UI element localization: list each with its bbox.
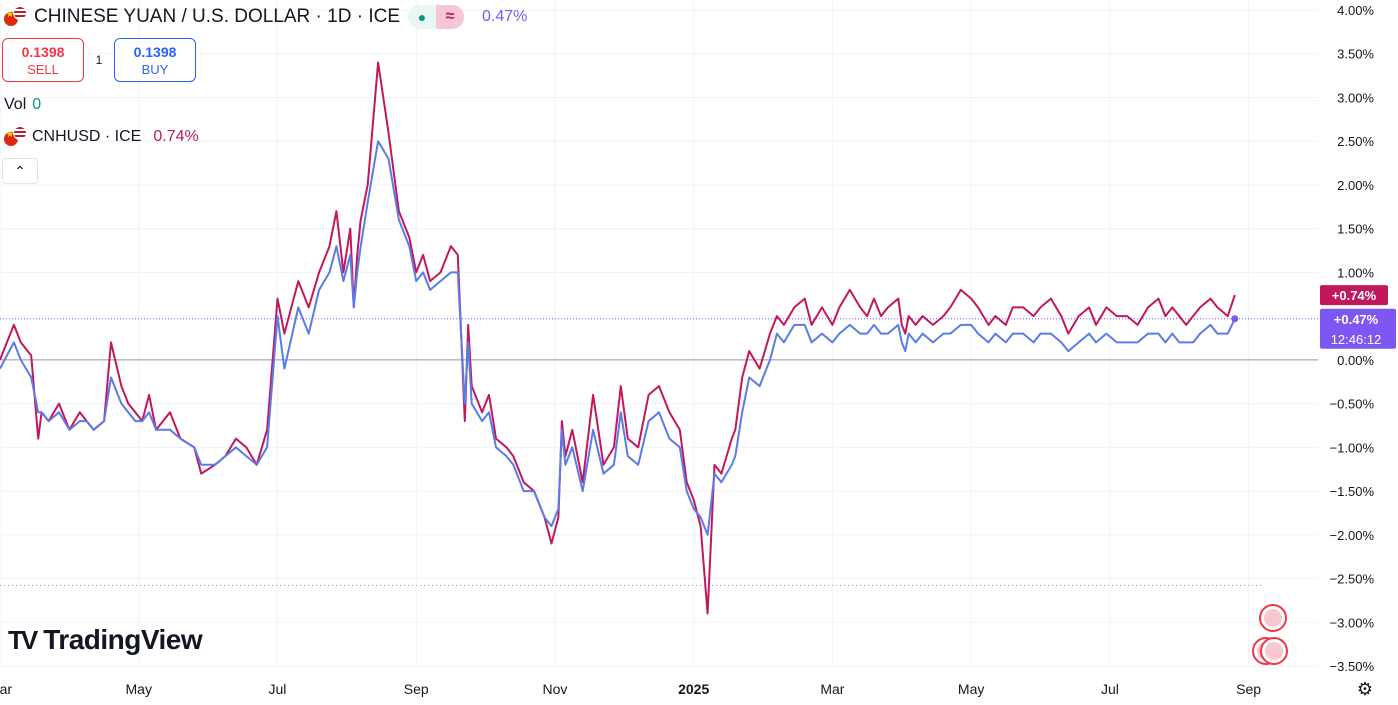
sell-price: 0.1398 <box>21 43 65 60</box>
collapse-legend-button[interactable]: ⌃ <box>2 158 38 184</box>
x-tick-label: Sep <box>1236 681 1261 697</box>
volume-legend[interactable]: Vol 0 <box>4 96 41 114</box>
compare-change: 0.74% <box>153 128 199 145</box>
x-tick-label: May <box>958 681 984 697</box>
y-tick-label: −0.50% <box>1330 397 1375 412</box>
compare-symbol: CNHUSD · ICE <box>32 128 142 145</box>
x-tick-label: 2025 <box>678 681 709 697</box>
tradingview-logo[interactable]: TV TradingView <box>8 624 203 656</box>
buy-button[interactable]: 0.1398 BUY <box>114 38 196 82</box>
main-change: 0.47% <box>482 8 528 25</box>
buy-price: 0.1398 <box>133 43 177 60</box>
settings-gear-icon[interactable]: ⚙ <box>1356 679 1374 699</box>
status-pill[interactable]: ● ≈ <box>408 5 465 29</box>
market-status-icon: ● <box>417 9 427 25</box>
y-tick-label: 1.00% <box>1337 265 1374 280</box>
series-line-main <box>0 140 1236 536</box>
cny-usd-flag-icon <box>4 6 27 28</box>
x-tick-label: Mar <box>0 681 12 697</box>
us-event-icon-inner <box>1264 609 1282 627</box>
symbol-title[interactable]: CHINESE YUAN / U.S. DOLLAR · 1D · ICE <box>34 6 401 27</box>
compare-legend[interactable]: CNHUSD · ICE 0.74% <box>4 126 199 148</box>
us-event-icon-inner <box>1265 642 1283 660</box>
volume-value: 0 <box>32 96 42 113</box>
buy-label: BUY <box>141 61 169 77</box>
sell-button[interactable]: 0.1398 SELL <box>2 38 84 82</box>
x-tick-label: Sep <box>404 681 429 697</box>
y-tick-label: 4.00% <box>1337 3 1374 18</box>
y-tick-label: −1.50% <box>1330 484 1375 499</box>
y-tick-label: −1.00% <box>1330 440 1375 455</box>
y-tick-label: 3.00% <box>1337 90 1374 105</box>
y-tick-label: 1.50% <box>1337 222 1374 237</box>
y-tick-label: −3.00% <box>1330 615 1375 630</box>
x-tick-label: May <box>126 681 152 697</box>
x-tick-label: Nov <box>542 681 567 697</box>
cnh-usd-flag-icon <box>4 126 27 148</box>
tradingview-mark-icon: TV <box>8 624 38 655</box>
compare-price-badge-label: +0.74% <box>1332 288 1377 303</box>
x-tick-label: Mar <box>820 681 844 697</box>
x-tick-label: Jul <box>1101 681 1119 697</box>
delayed-data-icon[interactable]: ≈ <box>436 5 465 29</box>
volume-label: Vol <box>4 96 27 113</box>
y-tick-label: 3.50% <box>1337 47 1374 62</box>
sell-label: SELL <box>27 61 59 77</box>
tradingview-wordmark: TradingView <box>43 624 203 655</box>
main-price-badge <box>1320 308 1396 349</box>
series-last-point <box>1231 315 1239 323</box>
chart-header: CHINESE YUAN / U.S. DOLLAR · 1D · ICE ● … <box>4 4 527 30</box>
y-tick-label: 2.00% <box>1337 178 1374 193</box>
compare-price-badge <box>1320 285 1388 306</box>
y-tick-label: 2.50% <box>1337 134 1374 149</box>
chevron-up-icon: ⌃ <box>14 162 26 179</box>
trade-buttons: 0.1398 SELL 1 0.1398 BUY <box>2 38 196 82</box>
y-tick-label: −2.00% <box>1330 528 1375 543</box>
spread-value: 1 <box>95 53 103 67</box>
y-tick-label: 0.00% <box>1337 353 1374 368</box>
series-line-compare <box>0 61 1236 615</box>
y-tick-label: −3.50% <box>1330 659 1375 674</box>
main-price-badge-label: +0.47% <box>1334 312 1379 327</box>
x-tick-label: Jul <box>269 681 287 697</box>
countdown-label: 12:46:12 <box>1331 332 1382 347</box>
y-tick-label: −2.50% <box>1330 572 1375 587</box>
